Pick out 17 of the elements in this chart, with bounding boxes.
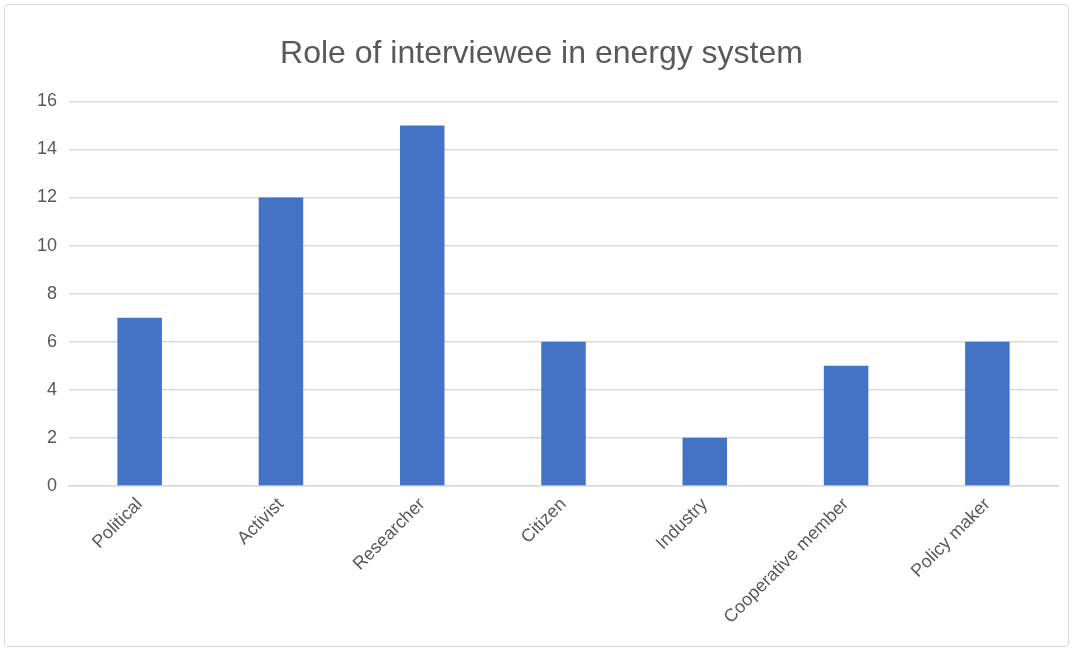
y-tick-label: 16 <box>36 90 58 111</box>
y-tick-label: 4 <box>47 378 58 399</box>
y-tick-label: 12 <box>36 186 58 207</box>
bar <box>117 317 162 486</box>
y-tick-label: 14 <box>36 138 58 159</box>
y-tick-label: 10 <box>36 234 58 255</box>
y-tick-label: 6 <box>47 330 58 351</box>
bar <box>682 437 728 486</box>
bar <box>258 197 304 486</box>
bar <box>399 125 445 486</box>
bar <box>965 341 1010 486</box>
chart-title: Role of interviewee in energy system <box>280 34 803 71</box>
bar <box>541 341 586 486</box>
y-tick-label: 2 <box>47 426 58 447</box>
bar <box>823 365 869 486</box>
y-tick-label: 8 <box>47 282 58 303</box>
y-tick-label: 0 <box>47 474 58 495</box>
